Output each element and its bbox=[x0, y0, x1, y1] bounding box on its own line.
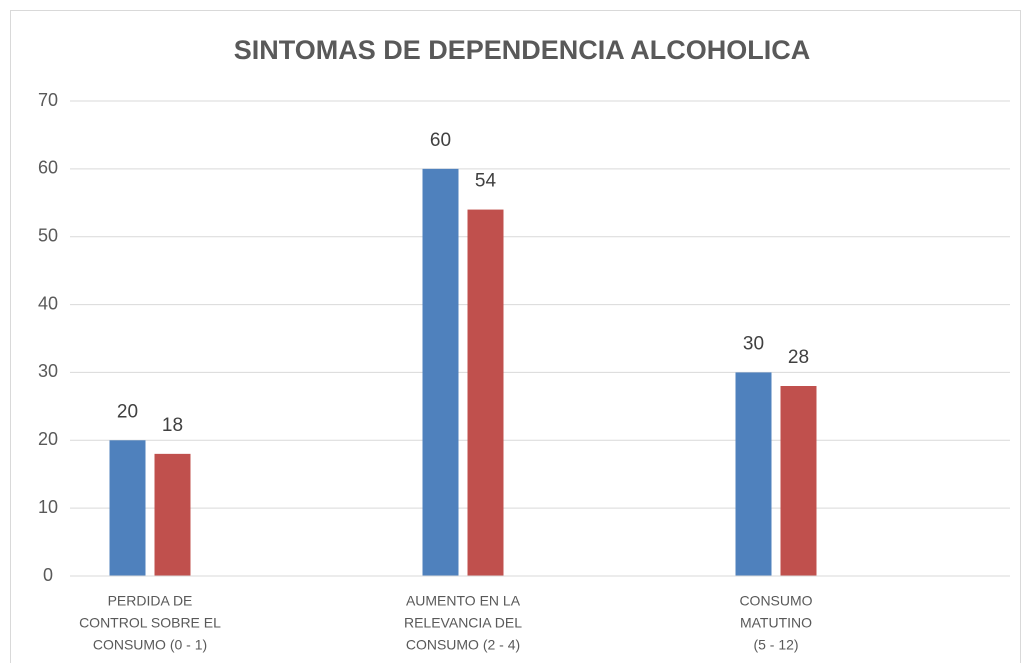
data-label: 28 bbox=[788, 347, 809, 368]
x-tick-label: MATUTINO bbox=[740, 615, 812, 631]
x-tick-label: PERDIDA DE bbox=[108, 593, 193, 609]
x-tick-label: AUMENTO EN LA bbox=[406, 593, 521, 609]
bar bbox=[467, 209, 504, 577]
x-tick-label: CONTROL SOBRE EL bbox=[79, 615, 221, 631]
y-tick-label: 10 bbox=[38, 497, 58, 517]
bar bbox=[735, 372, 772, 576]
chart-frame bbox=[10, 10, 1021, 663]
data-label: 60 bbox=[430, 130, 451, 151]
y-tick-label: 70 bbox=[38, 90, 58, 110]
y-tick-label: 30 bbox=[38, 361, 58, 381]
bar bbox=[422, 168, 459, 576]
y-tick-label: 20 bbox=[38, 429, 58, 449]
bar bbox=[109, 440, 146, 576]
x-tick-label: RELEVANCIA DEL bbox=[404, 615, 522, 631]
y-tick-label: 60 bbox=[38, 158, 58, 178]
data-label: 18 bbox=[162, 415, 183, 436]
x-tick-label: CONSUMO bbox=[739, 593, 812, 609]
data-label: 54 bbox=[475, 171, 497, 192]
data-label: 20 bbox=[117, 401, 138, 422]
y-tick-label: 40 bbox=[38, 293, 58, 313]
x-tick-label: CONSUMO (2 - 4) bbox=[406, 637, 520, 653]
y-tick-label: 0 bbox=[43, 565, 53, 585]
chart-title: SINTOMAS DE DEPENDENCIA ALCOHOLICA bbox=[234, 35, 811, 65]
data-label: 30 bbox=[743, 333, 764, 354]
x-tick-label: (5 - 12) bbox=[753, 637, 798, 653]
bar bbox=[780, 386, 817, 576]
bar bbox=[154, 453, 191, 576]
y-tick-label: 50 bbox=[38, 225, 58, 245]
x-tick-label: CONSUMO (0 - 1) bbox=[93, 637, 207, 653]
